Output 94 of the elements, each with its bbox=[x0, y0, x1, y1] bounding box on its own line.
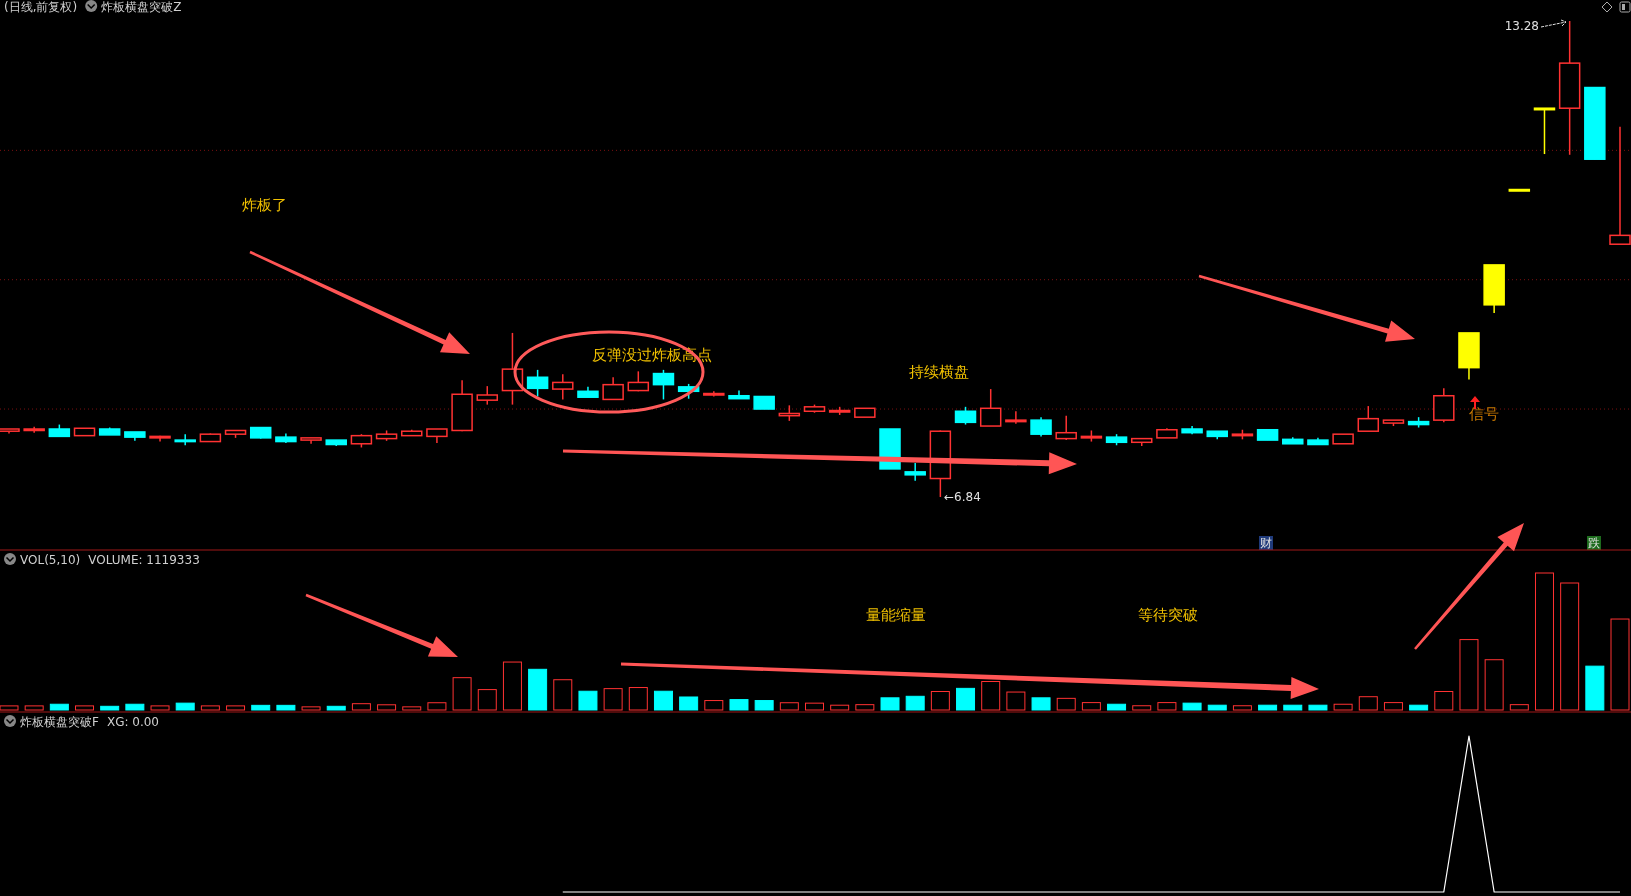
bar bbox=[200, 705, 220, 711]
bar bbox=[326, 705, 346, 711]
bar bbox=[805, 702, 824, 711]
candlestick bbox=[1030, 416, 1052, 438]
bar bbox=[578, 690, 598, 711]
bar bbox=[905, 695, 925, 711]
bar bbox=[603, 688, 623, 711]
bar bbox=[1560, 582, 1580, 711]
text: 跌 bbox=[1588, 536, 1600, 550]
chart-title: 炸板横盘突破F bbox=[20, 715, 99, 729]
bar bbox=[1232, 705, 1252, 711]
bar bbox=[502, 661, 522, 711]
candlestick bbox=[1055, 414, 1077, 441]
bar bbox=[754, 700, 774, 711]
bar bbox=[1509, 704, 1529, 711]
bar bbox=[24, 705, 44, 711]
annotation: 信号 bbox=[1469, 405, 1499, 423]
annotation: 量能缩量 bbox=[866, 606, 926, 624]
candlestick bbox=[526, 369, 549, 398]
annotation: ←6.84 bbox=[944, 490, 981, 504]
chart-subtitle: 炸板横盘突破Z bbox=[101, 0, 182, 14]
bar bbox=[75, 705, 95, 711]
bar bbox=[981, 681, 1001, 711]
bar bbox=[125, 703, 145, 711]
annotation: 等待突破 bbox=[1138, 606, 1198, 624]
bar bbox=[0, 705, 19, 711]
bar bbox=[880, 697, 900, 711]
bar bbox=[1358, 696, 1378, 711]
bar bbox=[679, 696, 699, 711]
bar bbox=[100, 705, 120, 711]
bar bbox=[1283, 704, 1303, 711]
annotation: 炸板了 bbox=[241, 196, 287, 214]
bar bbox=[1157, 702, 1177, 711]
bar bbox=[251, 704, 271, 711]
bar bbox=[351, 703, 371, 711]
bar bbox=[1258, 704, 1278, 711]
bar bbox=[956, 687, 976, 711]
bar bbox=[49, 703, 69, 711]
bar bbox=[553, 679, 573, 711]
bar bbox=[1434, 691, 1454, 711]
candlestick bbox=[552, 373, 574, 401]
bar bbox=[301, 706, 321, 711]
bar bbox=[175, 702, 195, 711]
candlestick bbox=[602, 376, 624, 401]
bar bbox=[1308, 704, 1328, 711]
annotation: 持续横盘 bbox=[909, 363, 969, 381]
candlestick bbox=[1005, 410, 1027, 425]
bar bbox=[1031, 697, 1051, 711]
bar bbox=[779, 702, 799, 711]
bar bbox=[377, 704, 397, 711]
bar bbox=[1006, 691, 1026, 711]
bar bbox=[628, 687, 648, 711]
bar bbox=[1484, 659, 1504, 711]
candlestick bbox=[1609, 125, 1631, 245]
bar bbox=[452, 677, 472, 711]
chart-subtitle: XG: 0.00 bbox=[106, 715, 160, 729]
bar bbox=[477, 689, 497, 711]
bar bbox=[150, 705, 170, 711]
bar bbox=[1585, 665, 1605, 711]
bar bbox=[1182, 702, 1202, 711]
bar bbox=[1056, 697, 1076, 711]
bar bbox=[1107, 703, 1127, 711]
text: 财 bbox=[1260, 536, 1272, 550]
bar bbox=[402, 706, 422, 711]
bar bbox=[1333, 703, 1353, 711]
bar bbox=[855, 704, 875, 711]
chart-title: VOL(5,10) bbox=[20, 553, 81, 567]
bar bbox=[1207, 704, 1227, 711]
bar bbox=[830, 704, 850, 711]
bar bbox=[704, 700, 724, 711]
bar bbox=[1409, 704, 1429, 711]
bar bbox=[1081, 702, 1101, 711]
bar bbox=[653, 690, 673, 711]
bar bbox=[226, 705, 246, 711]
chart-subtitle: VOLUME: 1119333 bbox=[88, 553, 200, 567]
candlestick bbox=[174, 433, 196, 447]
annotation: 13.28 bbox=[1504, 19, 1539, 33]
bar bbox=[276, 704, 296, 711]
candlestick bbox=[652, 369, 675, 401]
bar bbox=[1383, 702, 1403, 711]
bar bbox=[1610, 618, 1630, 711]
candlestick bbox=[904, 462, 926, 482]
bar bbox=[1459, 639, 1479, 711]
bar bbox=[1534, 572, 1554, 711]
candlestick bbox=[979, 388, 1002, 427]
candlestick bbox=[1533, 107, 1556, 155]
bar bbox=[729, 699, 749, 711]
bar bbox=[528, 668, 548, 711]
bar bbox=[930, 691, 950, 711]
chart-title: (日线,前复权) bbox=[4, 0, 78, 14]
bar bbox=[1132, 705, 1152, 711]
candlestick bbox=[476, 385, 499, 406]
candlestick bbox=[1357, 405, 1380, 432]
bar bbox=[427, 702, 447, 711]
